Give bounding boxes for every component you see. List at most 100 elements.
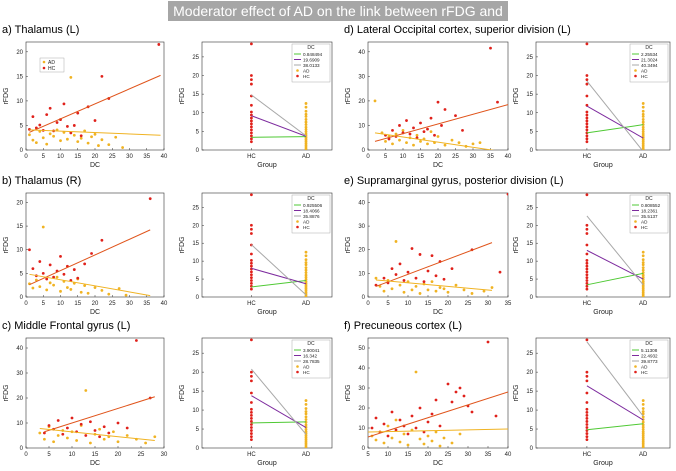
x-tick-label: 15 <box>74 154 81 160</box>
x-tick-label: 20 <box>435 154 442 160</box>
hc-point <box>406 270 410 274</box>
ad-point <box>382 289 386 293</box>
hc-point <box>585 379 589 383</box>
dc-level-line <box>251 395 307 428</box>
hc-point <box>494 414 498 418</box>
x-axis-label: DC <box>433 460 443 467</box>
y-tick-label: 25 <box>192 205 199 211</box>
ad-point <box>304 294 308 297</box>
ad-point <box>304 120 308 124</box>
x-tick-label: 25 <box>452 154 459 160</box>
hc-point <box>125 426 129 430</box>
x-tick-label: 40 <box>161 301 168 307</box>
y-tick-label: 0 <box>20 446 24 452</box>
hc-point <box>76 276 80 280</box>
hc-point <box>429 116 433 120</box>
hc-point <box>585 42 589 46</box>
ad-point <box>641 130 645 134</box>
hc-fit-line <box>374 104 508 142</box>
ad-point <box>34 278 38 282</box>
x-tick-label: 10 <box>57 301 64 307</box>
ad-point <box>66 137 69 141</box>
legend-marker <box>296 370 299 374</box>
ad-point <box>391 142 394 146</box>
ad-point <box>304 109 308 113</box>
ad-point <box>450 441 454 445</box>
hc-point <box>426 420 430 424</box>
ad-point <box>83 284 87 288</box>
y-tick-label: 0 <box>362 295 366 301</box>
hc-point <box>414 426 418 430</box>
plot-frame <box>367 41 509 151</box>
ad-point <box>641 261 645 264</box>
y-tick-label: 10 <box>358 426 365 432</box>
y-tick-label: 20 <box>526 370 533 376</box>
legend-label: 2.25534 <box>641 52 658 57</box>
hc-point <box>250 264 253 268</box>
y-axis-label: rFDG <box>513 384 520 401</box>
ad-point <box>52 283 55 287</box>
legend-marker <box>634 220 637 223</box>
legend-label: 18.4066 <box>303 208 320 213</box>
ad-point <box>471 142 475 146</box>
ad-point <box>641 275 645 279</box>
ad-point <box>390 436 394 440</box>
hc-point <box>250 125 253 129</box>
hc-point <box>430 412 434 416</box>
dc-level-line <box>586 423 644 431</box>
x-tick-label: 15 <box>405 452 412 458</box>
x-tick-label: 5 <box>384 154 388 160</box>
ad-point <box>402 290 406 294</box>
x-tick-label: 30 <box>485 301 492 307</box>
ad-fit-line <box>39 428 155 441</box>
hc-point <box>55 121 59 124</box>
hc-point <box>250 413 253 417</box>
legend-label: 16.342 <box>303 353 317 358</box>
ad-point <box>55 275 59 279</box>
x-tick-label: 35 <box>143 154 150 160</box>
ad-point <box>641 266 645 269</box>
y-tick-label: 20 <box>16 396 23 402</box>
dc-level-line <box>586 215 644 286</box>
hc-point <box>422 130 426 133</box>
hc-point <box>390 410 394 414</box>
hc-point <box>585 438 589 442</box>
hc-point <box>585 417 589 420</box>
hc-point <box>62 272 66 276</box>
x-axis-label: Group <box>593 309 613 316</box>
legend-label: 3.90041 <box>303 348 320 353</box>
panel-label-f: f) Precuneous cortex (L) <box>344 320 462 332</box>
hc-point <box>585 410 589 414</box>
ad-point <box>641 250 645 254</box>
ad-point <box>304 418 308 421</box>
x-axis-label: Group <box>593 162 613 169</box>
hc-point <box>585 270 589 274</box>
x-tick-label: 30 <box>470 154 477 160</box>
legend-label: AD <box>641 219 648 224</box>
hc-fit-line <box>375 242 493 287</box>
ad-point <box>641 102 645 105</box>
y-tick-label: 0 <box>362 148 366 154</box>
x-axis-label: DC <box>90 309 100 316</box>
y-axis-label: rFDG <box>345 236 352 253</box>
legend-label: 0.848494 <box>303 52 323 57</box>
x-tick-label: 5 <box>386 301 390 307</box>
ad-point <box>401 128 405 132</box>
x-tick-label: HC <box>583 301 592 307</box>
x-tick-label: AD <box>639 452 648 458</box>
x-tick-label: 5 <box>366 452 370 458</box>
ad-point <box>69 288 73 291</box>
hc-point <box>79 422 83 426</box>
hc-point <box>391 128 394 132</box>
x-tick-label: 30 <box>126 154 133 160</box>
hc-point <box>250 281 253 285</box>
hc-point <box>370 426 374 430</box>
x-tick-label: AD <box>302 452 311 458</box>
y-tick-label: 10 <box>16 99 23 105</box>
y-tick-label: 25 <box>192 351 199 357</box>
ad-point <box>394 240 398 243</box>
ad-point <box>436 135 440 138</box>
hc-point <box>250 426 253 429</box>
hc-point <box>31 115 35 119</box>
